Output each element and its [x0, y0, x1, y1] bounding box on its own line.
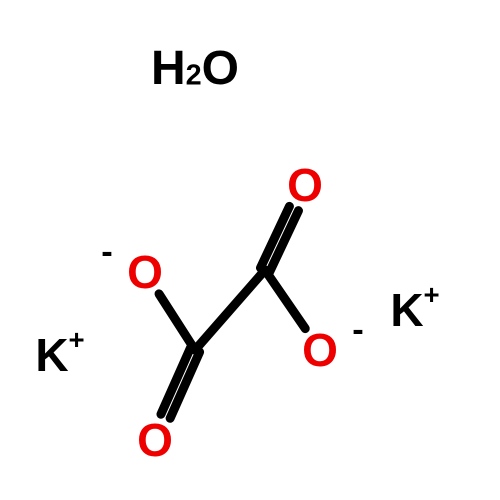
water-label: H2O [151, 42, 239, 95]
charge-minus: - [352, 311, 364, 349]
bond-single [265, 270, 305, 329]
bond-single [159, 294, 195, 350]
atom-o: O [302, 324, 338, 376]
charge-minus: - [101, 233, 113, 271]
atom-o: O [137, 414, 173, 466]
bond-single [195, 270, 265, 350]
atom-o: O [127, 246, 163, 298]
molecule-diagram: OO-O-OK+K+H2O [0, 0, 500, 500]
ion-k: K+ [390, 278, 439, 336]
atom-o: O [287, 159, 323, 211]
ion-k: K+ [35, 323, 84, 381]
